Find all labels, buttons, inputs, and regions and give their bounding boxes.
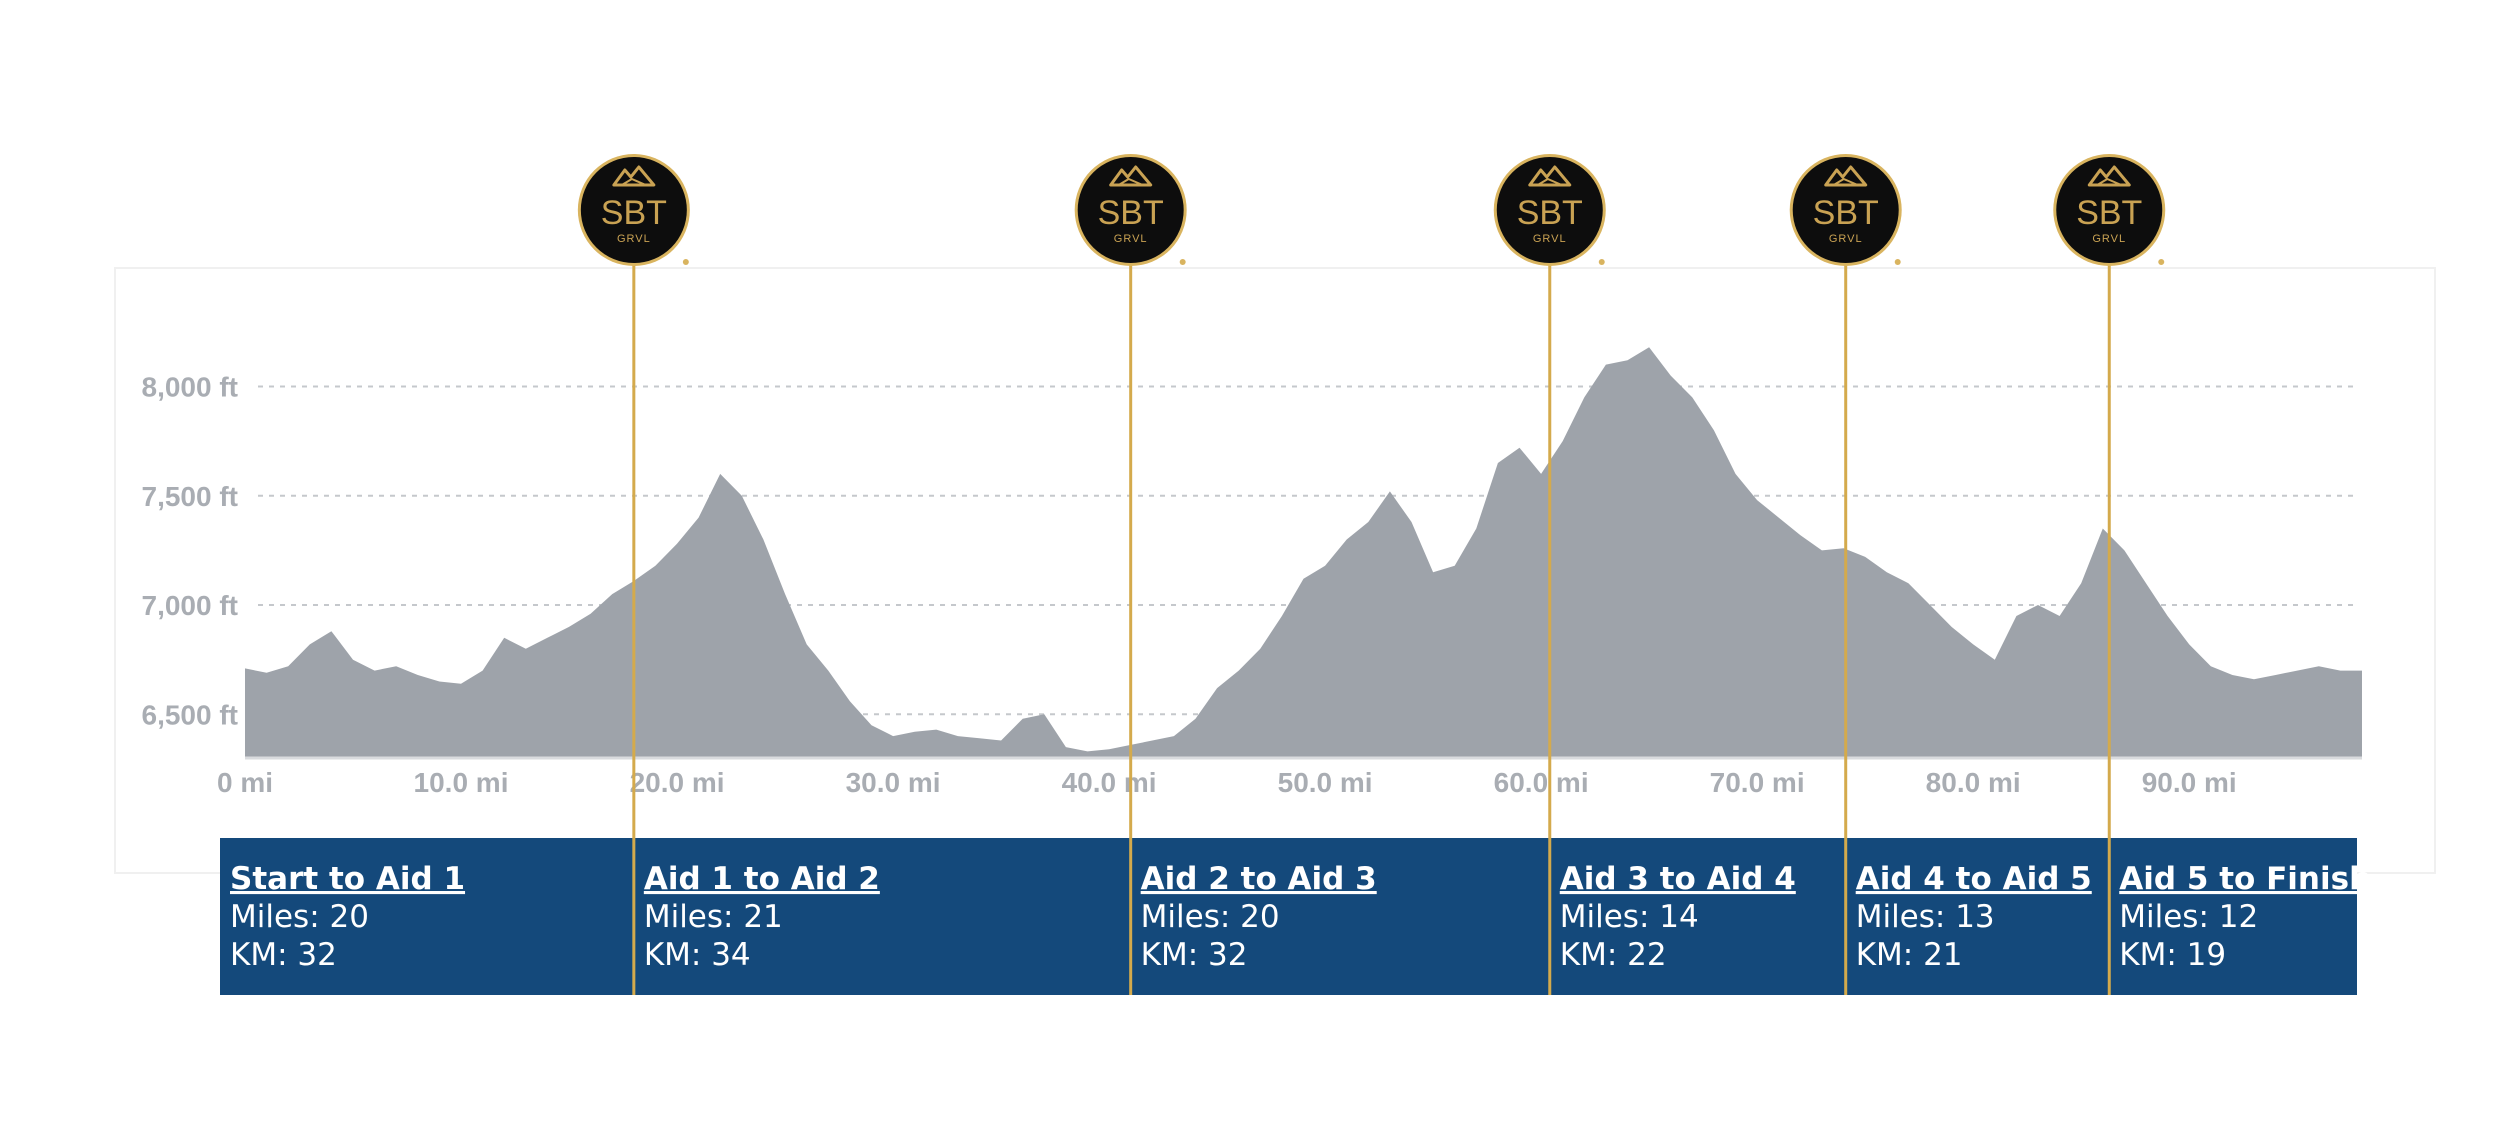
segment-band-background: [220, 838, 2357, 995]
x-tick-label: 50.0 mi: [1278, 767, 1373, 798]
badge-logo-subtext: GRVL: [1829, 233, 1863, 245]
segment-miles: Miles: 21: [644, 899, 783, 935]
y-tick-label: 8,000 ft: [142, 371, 239, 402]
segment-km: KM: 21: [1856, 937, 1963, 973]
mountain-logo-icon: [1824, 165, 1868, 187]
aid-station-lines: [632, 210, 2111, 995]
elevation-area: [245, 347, 2362, 760]
badge-logo-text: SBT: [2076, 194, 2142, 232]
x-tick-label: 10.0 mi: [414, 767, 509, 798]
x-tick-label: 40.0 mi: [1062, 767, 1157, 798]
segment-km: KM: 34: [644, 937, 751, 973]
y-tick-label: 7,000 ft: [142, 590, 239, 621]
mountain-ridge-icon: [2096, 177, 2122, 186]
x-tick-label: 30.0 mi: [846, 767, 941, 798]
badge-dot-icon: [2158, 259, 2165, 265]
segment-title[interactable]: Aid 5 to Finish: [2119, 861, 2371, 897]
badge-logo-subtext: GRVL: [2092, 233, 2126, 245]
badge-disc: [1496, 157, 1603, 263]
badge-logo-text: SBT: [601, 194, 667, 232]
x-axis-ticks: 0 mi 10.0 mi 20.0 mi 30.0 mi 40.0 mi 50.0 mi 6…: [217, 767, 2237, 798]
segment-title[interactable]: Aid 1 to Aid 2: [644, 861, 880, 897]
segment-title[interactable]: Start to Aid 1: [230, 861, 465, 897]
chart-panel: [114, 267, 2436, 874]
mountain-logo-icon: [1109, 165, 1153, 187]
x-tick-label: 60.0 mi: [1494, 767, 1589, 798]
badge-dot-icon: [1894, 259, 1901, 265]
badge-dot-icon: [682, 259, 689, 265]
mountain-logo-icon: [2087, 165, 2131, 187]
y-tick-label: 6,500 ft: [142, 699, 239, 730]
mountain-ridge-icon: [1118, 177, 1144, 186]
segment-miles: Miles: 14: [1560, 899, 1699, 935]
segment-title[interactable]: Aid 3 to Aid 4: [1560, 861, 1796, 897]
badge-logo-subtext: GRVL: [1533, 233, 1567, 245]
y-tick-label: 7,500 ft: [142, 481, 239, 512]
badge-logo-subtext: GRVL: [617, 233, 651, 245]
segment-title[interactable]: Aid 4 to Aid 5: [1856, 861, 2092, 897]
segment-km: KM: 19: [2119, 937, 2226, 973]
badge-logo-text: SBT: [1098, 194, 1164, 232]
segment-title[interactable]: Aid 2 to Aid 3: [1141, 861, 1377, 897]
mountain-ridge-icon: [1537, 177, 1563, 186]
badge-logo-text: SBT: [1517, 194, 1583, 232]
mountain-ridge-icon: [1833, 177, 1859, 186]
segment-miles: Miles: 20: [230, 899, 369, 935]
badge-dot-icon: [1179, 259, 1186, 265]
x-tick-label: 0 mi: [217, 767, 273, 798]
segment-km: KM: 32: [230, 937, 337, 973]
mountain-logo-icon: [1528, 165, 1572, 187]
badge-disc: [580, 157, 687, 263]
badge-disc: [1792, 157, 1899, 263]
segment-km: KM: 32: [1141, 937, 1248, 973]
mountain-ridge-icon: [621, 177, 647, 186]
y-axis-ticks: 6,500 ft 7,000 ft 7,500 ft 8,000 ft: [142, 371, 239, 730]
badge-disc: [1077, 157, 1184, 263]
mountain-logo-icon: [612, 165, 656, 187]
x-tick-label: 20.0 mi: [630, 767, 725, 798]
badge-dot-icon: [1598, 259, 1605, 265]
x-tick-label: 80.0 mi: [1926, 767, 2021, 798]
elevation-series-area: [245, 347, 2362, 758]
segment-miles: Miles: 13: [1856, 899, 1995, 935]
badge-logo-subtext: GRVL: [1114, 233, 1148, 245]
segment-miles: Miles: 20: [1141, 899, 1280, 935]
segment-km: KM: 22: [1560, 937, 1667, 973]
x-tick-label: 70.0 mi: [1710, 767, 1805, 798]
badge-disc: [2056, 157, 2163, 263]
x-tick-label: 90.0 mi: [2142, 767, 2237, 798]
badge-logo-text: SBT: [1813, 194, 1879, 232]
segment-miles: Miles: 12: [2119, 899, 2258, 935]
